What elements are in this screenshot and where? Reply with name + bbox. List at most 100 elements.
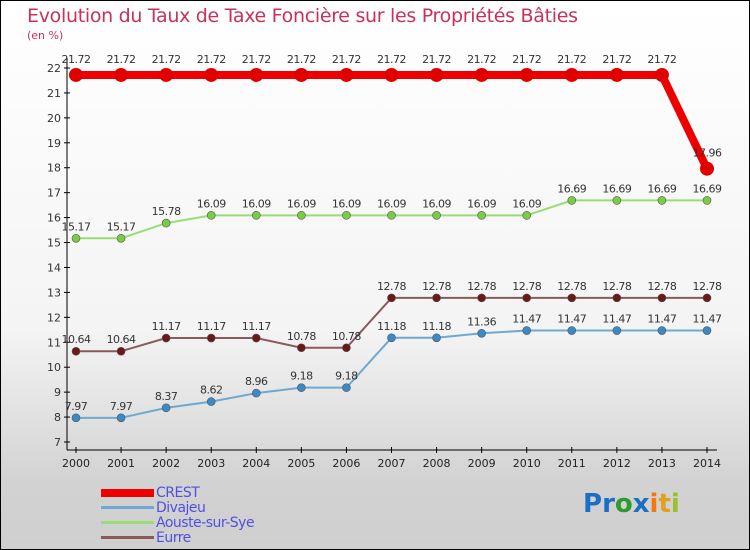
data-label: 16.09	[467, 197, 496, 210]
data-point	[116, 413, 126, 423]
data-label: 10.78	[287, 330, 316, 343]
data-point	[384, 67, 399, 82]
data-label: 21.72	[467, 53, 496, 66]
y-axis-unit: (en %)	[27, 29, 64, 42]
data-point	[71, 233, 81, 243]
data-point	[654, 67, 669, 82]
data-point	[702, 326, 712, 335]
logo-letter: x	[632, 489, 650, 519]
data-label: 21.72	[557, 53, 586, 66]
y-tick-label: 17	[47, 187, 61, 200]
series-line-divajeu	[76, 329, 707, 419]
y-tick-label: 7	[54, 436, 61, 449]
data-point	[522, 326, 532, 335]
data-label: 21.72	[602, 53, 631, 66]
y-tick-label: 19	[47, 137, 61, 150]
legend-swatch	[101, 506, 154, 509]
data-label: 12.78	[557, 280, 586, 293]
data-point	[567, 293, 577, 303]
data-label: 21.72	[62, 53, 91, 66]
data-point	[297, 343, 306, 353]
data-point	[432, 293, 441, 303]
data-label: 15.17	[107, 220, 136, 233]
legend-item: Divajeu	[101, 499, 254, 516]
legend-label: Divajeu	[156, 499, 206, 516]
x-tick-label: 2004	[242, 457, 270, 470]
data-point	[567, 196, 577, 205]
y-tick-label: 20	[47, 112, 61, 125]
data-label: 8.96	[245, 375, 268, 388]
data-label: 16.69	[602, 182, 631, 195]
data-point	[702, 293, 712, 303]
data-point	[657, 326, 667, 335]
data-label: 16.09	[377, 197, 406, 210]
logo-letter: o	[614, 489, 633, 519]
data-label: 16.69	[557, 182, 586, 195]
data-point	[206, 333, 216, 343]
data-point	[116, 233, 126, 243]
x-tick-label: 2005	[287, 457, 315, 470]
y-tick-label: 8	[54, 411, 61, 424]
data-point	[161, 403, 171, 413]
data-point	[477, 211, 486, 220]
data-point	[612, 326, 622, 335]
data-label: 21.72	[242, 53, 271, 66]
data-label: 9.18	[335, 370, 358, 383]
data-point	[522, 211, 532, 220]
data-label: 16.09	[332, 197, 361, 210]
data-label: 11.47	[693, 313, 722, 326]
data-point	[702, 196, 712, 205]
data-label: 16.09	[242, 197, 271, 210]
logo-letter: r	[602, 489, 615, 519]
data-point	[567, 326, 577, 335]
data-point	[206, 397, 216, 406]
data-label: 21.72	[422, 53, 451, 66]
data-label: 12.78	[693, 280, 722, 293]
y-tick-label: 22	[47, 62, 61, 75]
x-tick-label: 2002	[152, 457, 180, 470]
data-label: 7.97	[65, 400, 88, 413]
y-tick-label: 15	[47, 237, 61, 250]
data-point	[116, 346, 126, 356]
data-label: 16.69	[693, 182, 722, 195]
y-tick-label: 11	[47, 336, 61, 349]
data-point	[294, 67, 309, 82]
data-label: 21.72	[377, 53, 406, 66]
data-label: 10.64	[107, 333, 136, 346]
data-label: 11.47	[512, 313, 541, 326]
data-label: 11.47	[602, 313, 631, 326]
data-point	[161, 218, 171, 228]
data-point	[251, 211, 261, 220]
data-label: 16.09	[197, 197, 226, 210]
legend-item: Aouste-sur-Sye	[101, 514, 255, 531]
chart-title: Evolution du Taux de Taxe Foncière sur l…	[27, 5, 578, 27]
data-point	[342, 343, 351, 353]
legend-label: Aouste-sur-Sye	[156, 514, 255, 531]
data-point	[387, 293, 396, 303]
data-point	[429, 67, 444, 82]
x-tick-label: 2000	[62, 457, 90, 470]
proxiti-logo: Proxiti	[583, 489, 680, 519]
legend-swatch	[101, 536, 154, 539]
data-point	[249, 67, 264, 82]
x-tick-label: 2009	[468, 457, 496, 470]
data-label: 17.96	[693, 147, 722, 160]
data-label: 10.78	[332, 330, 361, 343]
data-point	[161, 333, 171, 343]
data-label: 16.09	[422, 197, 451, 210]
data-label: 12.78	[602, 280, 631, 293]
y-tick-label: 16	[47, 212, 61, 225]
x-tick-label: 2007	[378, 457, 406, 470]
x-tick-label: 2001	[107, 457, 135, 470]
legend-swatch	[101, 488, 154, 497]
data-point	[342, 383, 351, 392]
data-point	[387, 211, 396, 220]
data-label: 12.78	[377, 280, 406, 293]
data-point	[474, 67, 489, 82]
y-tick-label: 10	[47, 361, 61, 374]
data-point	[204, 67, 219, 82]
data-point	[609, 67, 624, 82]
data-label: 21.72	[332, 53, 361, 66]
data-label: 16.69	[647, 182, 676, 195]
